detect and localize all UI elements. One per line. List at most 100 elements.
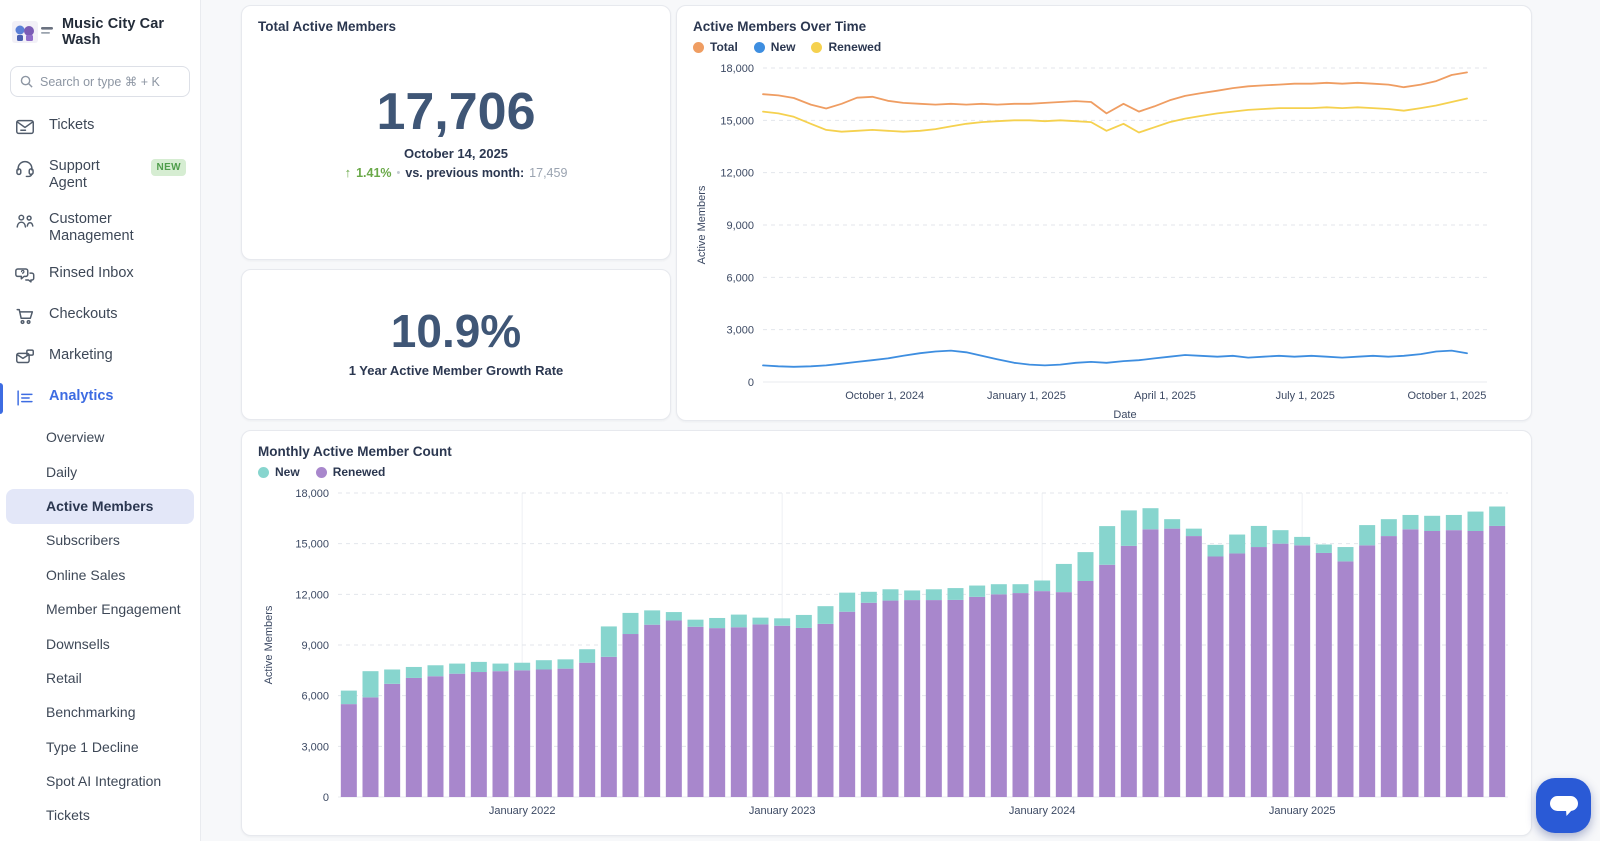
- bar-renewed: [492, 671, 509, 797]
- search-input[interactable]: [10, 66, 190, 97]
- bar-renewed: [904, 600, 921, 797]
- sidebar-subitem-daily[interactable]: Daily: [46, 463, 78, 480]
- bar-renewed: [600, 656, 617, 797]
- legend-dot: [258, 466, 269, 478]
- previous-month-value: 17,459: [529, 165, 568, 180]
- bar-renewed: [1489, 525, 1506, 797]
- sidebar-item-marketing[interactable]: Marketing: [0, 337, 200, 378]
- sidebar-subitem-retail[interactable]: Retail: [46, 669, 82, 686]
- bar-new: [1250, 525, 1267, 548]
- search-box: [10, 66, 190, 97]
- bar-renewed: [1294, 545, 1311, 797]
- sidebar-subitem-overview[interactable]: Overview: [46, 429, 105, 446]
- legend-label: Total: [710, 40, 738, 54]
- bar-renewed: [839, 611, 856, 797]
- bar-renewed: [709, 628, 726, 797]
- chat-bubbles-icon: [15, 267, 35, 283]
- bar-new: [1380, 519, 1397, 537]
- chat-launcher-button[interactable]: [1536, 778, 1591, 833]
- sidebar-subitem-spot-ai-integration[interactable]: Spot AI Integration: [46, 773, 162, 790]
- x-tick-label: July 1, 2025: [1276, 390, 1335, 402]
- bar-renewed: [1445, 530, 1462, 797]
- bar-renewed: [817, 623, 834, 797]
- bar-renewed: [882, 600, 899, 797]
- bar-renewed: [969, 596, 986, 797]
- bar-renewed: [860, 602, 877, 797]
- y-tick-label: 0: [323, 792, 329, 804]
- month-over-month-delta: ↑ 1.41% • vs. previous month: 17,459: [345, 165, 568, 180]
- legend-dot: [811, 41, 823, 53]
- bar-new: [839, 592, 856, 612]
- bar-renewed: [1424, 531, 1441, 797]
- cart-icon: [16, 308, 34, 324]
- sidebar-item-label: Marketing: [49, 346, 113, 363]
- sidebar-subitem-downsells[interactable]: Downsells: [46, 635, 110, 652]
- bar-renewed: [990, 594, 1007, 797]
- sidebar-item-analytics[interactable]: Analytics: [0, 378, 200, 419]
- bar-renewed: [1380, 536, 1397, 797]
- bar-renewed: [1207, 556, 1224, 797]
- mail-icon: [16, 349, 34, 363]
- legend-item-renewed[interactable]: Renewed: [315, 465, 385, 479]
- search-icon: [20, 75, 33, 88]
- legend-dot: [693, 41, 704, 53]
- legend-item-total[interactable]: Total: [693, 40, 738, 54]
- bar-renewed: [774, 625, 791, 797]
- monthly-active-member-count-card: Monthly Active Member Count New Renewed 0…: [241, 430, 1532, 836]
- y-axis-title: Active Members: [696, 185, 708, 264]
- sidebar-item-support-agent[interactable]: Support Agent NEW: [0, 148, 200, 201]
- legend-item-new[interactable]: New: [258, 465, 300, 479]
- sidebar-item-tickets[interactable]: Tickets: [0, 107, 200, 148]
- bar-new: [860, 591, 877, 603]
- legend-label: New: [770, 40, 796, 54]
- bar-new: [622, 612, 639, 635]
- analytics-icon: [17, 390, 33, 406]
- bar-new: [1164, 519, 1181, 529]
- sidebar-item-rinsed-inbox[interactable]: Rinsed Inbox: [0, 255, 200, 296]
- y-tick-label: 3,000: [726, 325, 754, 337]
- bar-new: [384, 669, 401, 684]
- bar-new: [557, 659, 574, 669]
- x-tick-label: January 2022: [489, 805, 556, 817]
- growth-rate-card: 10.9% 1 Year Active Member Growth Rate: [241, 269, 671, 420]
- sidebar-subitem-member-engagement[interactable]: Member Engagement: [46, 601, 181, 618]
- bar-renewed: [1034, 591, 1051, 797]
- bar-new: [1294, 536, 1311, 546]
- bar-renewed: [795, 627, 812, 797]
- line-series-new: [762, 349, 1468, 368]
- legend-item-renewed[interactable]: Renewed: [811, 40, 881, 54]
- x-tick-label: January 1, 2025: [987, 390, 1066, 402]
- sidebar-subitem-type-1-decline[interactable]: Type 1 Decline: [46, 738, 139, 755]
- headset-icon: [16, 160, 34, 178]
- legend-item-new[interactable]: New: [753, 40, 796, 54]
- line-series-total: [762, 71, 1468, 115]
- sidebar-subitem-online-sales[interactable]: Online Sales: [46, 566, 126, 583]
- legend-label: New: [275, 465, 300, 479]
- bar-new: [1402, 514, 1419, 530]
- chat-bubble-icon: [1549, 795, 1578, 816]
- sidebar-item-label: Tickets: [49, 117, 95, 133]
- bar-new: [665, 612, 682, 621]
- sidebar-subitem-tickets[interactable]: Tickets: [46, 807, 90, 824]
- up-arrow-icon: ↑: [344, 165, 352, 180]
- bar-new: [969, 585, 986, 597]
- bar-new: [709, 617, 726, 629]
- sidebar-subitem-benchmarking[interactable]: Benchmarking: [46, 704, 136, 721]
- sidebar-item-customer-management[interactable]: Customer Management: [0, 201, 200, 254]
- bar-renewed: [687, 626, 704, 797]
- y-tick-label: 12,000: [295, 589, 329, 601]
- bar-new: [730, 614, 747, 628]
- bar-new: [1185, 528, 1202, 537]
- bar-new: [774, 618, 791, 626]
- total-active-members-value: 17,706: [376, 83, 536, 141]
- sidebar-item-label: Analytics: [49, 387, 114, 404]
- sidebar-item-checkouts[interactable]: Checkouts: [0, 296, 200, 337]
- bar-new: [925, 589, 942, 601]
- sidebar-subitem-active-members[interactable]: Active Members: [6, 489, 194, 524]
- bar-chart: 0 3,000 6,000 9,000 12,000 15,000 18,000 Januar…: [263, 488, 1508, 817]
- x-tick-label: October 1, 2024: [845, 390, 924, 402]
- bar-renewed: [1315, 552, 1332, 797]
- y-tick-label: 15,000: [720, 115, 754, 127]
- sidebar-subitem-subscribers[interactable]: Subscribers: [46, 532, 120, 549]
- x-tick-label: January 2024: [1009, 805, 1076, 817]
